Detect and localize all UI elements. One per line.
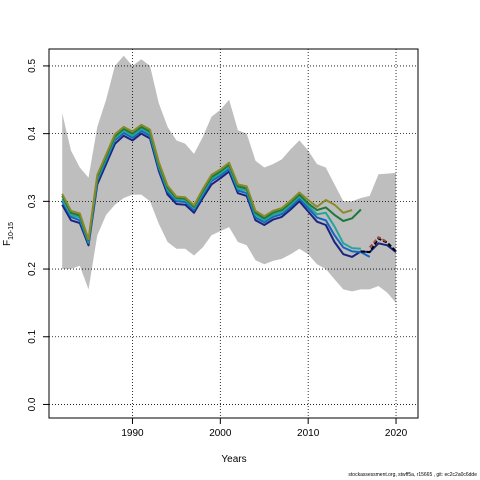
x-tick-label: 2000: [209, 428, 232, 439]
y-tick-label: 0.1: [27, 329, 38, 343]
series-line-7: [368, 236, 388, 249]
series-line-1: [61, 132, 397, 258]
y-tick-label: 0.4: [27, 126, 38, 140]
y-axis-label: F10-15: [2, 221, 15, 246]
footnote: stockassessment.org, stwff5a, r15665 , g…: [348, 472, 477, 478]
plot-frame: [48, 48, 419, 419]
y-tick-label: 0.5: [27, 59, 38, 73]
y-tick-label: 0.2: [27, 262, 38, 276]
x-tick-label: 2020: [385, 428, 408, 439]
x-tick-label: 2010: [297, 428, 320, 439]
y-tick-label: 0.3: [27, 194, 38, 208]
y-tick-label: 0.0: [27, 397, 38, 411]
series-line-5: [61, 123, 353, 241]
x-tick-label: 1990: [121, 428, 144, 439]
confidence-band: [62, 55, 396, 303]
